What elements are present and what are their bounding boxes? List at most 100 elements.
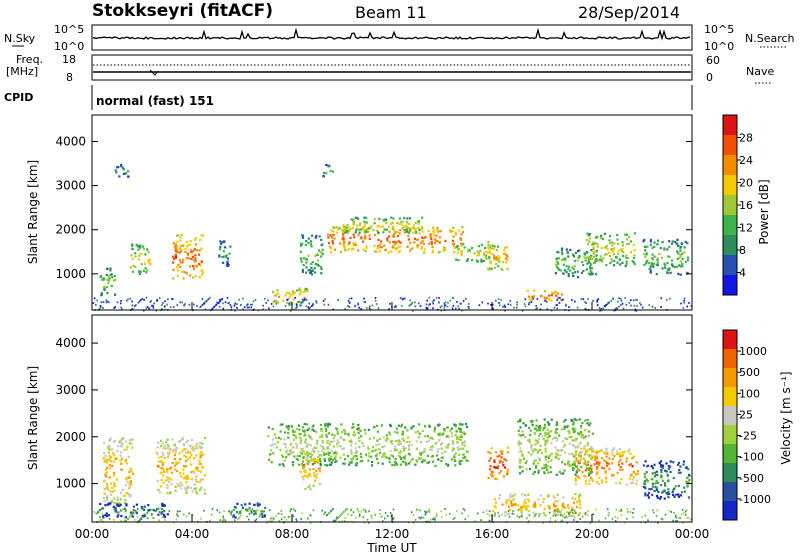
near-range-cell — [682, 307, 685, 309]
echo-cell — [489, 267, 492, 270]
echo-cell — [566, 424, 569, 428]
echo-cell — [578, 255, 581, 258]
echo-cell — [431, 251, 434, 254]
near-range-cell — [578, 514, 580, 517]
near-range-cell — [295, 303, 298, 306]
echo-cell — [306, 288, 309, 291]
echo-cell — [117, 496, 120, 499]
echo-cell — [357, 234, 360, 237]
echo-cell — [270, 449, 273, 452]
echo-cell — [490, 247, 493, 250]
echo-cell — [605, 253, 608, 256]
near-range-cell — [683, 301, 685, 304]
echo-cell — [179, 472, 182, 475]
echo-cell — [187, 450, 190, 453]
echo-cell — [603, 451, 606, 454]
echo-cell — [439, 434, 442, 437]
near-range-cell — [424, 510, 426, 513]
echo-cell — [124, 484, 127, 487]
echo-cell — [113, 483, 116, 486]
echo-cell — [534, 427, 537, 430]
echo-cell — [664, 484, 667, 487]
near-range-cell — [584, 308, 586, 310]
near-range-cell — [596, 299, 599, 301]
echo-cell — [648, 267, 651, 270]
echo-cell — [381, 445, 384, 449]
echo-cell — [480, 258, 483, 261]
echo-cell — [584, 435, 587, 438]
echo-cell — [186, 475, 189, 479]
echo-cell — [430, 448, 433, 451]
near-range-cell — [555, 304, 558, 306]
echo-cell — [681, 265, 684, 268]
echo-cell — [575, 451, 578, 455]
echo-cell — [433, 428, 436, 431]
near-range-cell — [654, 307, 657, 309]
echo-cell — [222, 250, 226, 253]
echo-cell — [399, 451, 402, 454]
echo-cell — [324, 427, 327, 430]
echo-cell — [106, 291, 109, 295]
echo-cell — [383, 445, 386, 448]
echo-cell — [146, 269, 149, 272]
echo-cell — [186, 458, 189, 461]
near-range-cell — [258, 515, 260, 518]
near-range-cell — [508, 515, 511, 518]
colorbar-tick-label: -1000 — [739, 493, 771, 506]
echo-cell — [663, 482, 667, 485]
echo-cell — [351, 227, 354, 230]
echo-cell — [543, 296, 546, 299]
echo-cell — [544, 431, 547, 434]
echo-cell — [319, 251, 322, 254]
echo-cell — [468, 248, 471, 251]
echo-cell — [630, 473, 633, 477]
echo-cell — [343, 458, 347, 461]
echo-cell — [505, 500, 508, 503]
echo-cell — [463, 432, 466, 436]
colorbar-swatch — [723, 195, 737, 216]
nsearch-label: N.Search — [745, 32, 795, 45]
echo-cell — [218, 248, 222, 251]
echo-cell — [298, 432, 301, 436]
echo-cell — [562, 272, 565, 275]
near-range-cell — [99, 306, 102, 309]
x-tick-label: 20:00 — [575, 527, 610, 541]
echo-cell — [454, 452, 457, 455]
echo-cell — [295, 457, 298, 460]
near-range-cell — [616, 517, 619, 519]
echo-cell — [140, 252, 143, 255]
echo-cell — [127, 476, 130, 479]
near-range-cell — [368, 510, 370, 513]
echo-cell — [447, 463, 450, 466]
echo-cell — [595, 460, 598, 463]
echo-cell — [409, 229, 412, 232]
echo-cell — [149, 263, 152, 266]
near-range-cell — [388, 308, 390, 310]
near-range-cell — [492, 303, 494, 306]
echo-cell — [401, 423, 404, 426]
echo-cell — [517, 442, 520, 445]
echo-cell — [305, 458, 308, 461]
echo-cell — [281, 423, 284, 426]
echo-cell — [203, 436, 206, 439]
near-range-cell — [295, 304, 298, 307]
echo-cell — [544, 434, 547, 437]
echo-cell — [107, 514, 110, 517]
echo-cell — [576, 500, 579, 503]
echo-cell — [344, 432, 347, 435]
echo-cell — [365, 247, 368, 250]
echo-cell — [320, 445, 323, 448]
echo-cell — [326, 441, 329, 444]
near-range-cell — [449, 512, 451, 515]
echo-cell — [103, 457, 106, 460]
near-range-cell — [228, 302, 230, 304]
echo-cell — [482, 259, 485, 263]
echo-cell — [321, 253, 324, 256]
echo-cell — [305, 456, 308, 460]
echo-cell — [195, 487, 198, 490]
echo-cell — [375, 444, 378, 447]
near-range-cell — [545, 514, 547, 517]
echo-cell — [301, 234, 305, 237]
echo-cell — [588, 232, 591, 236]
